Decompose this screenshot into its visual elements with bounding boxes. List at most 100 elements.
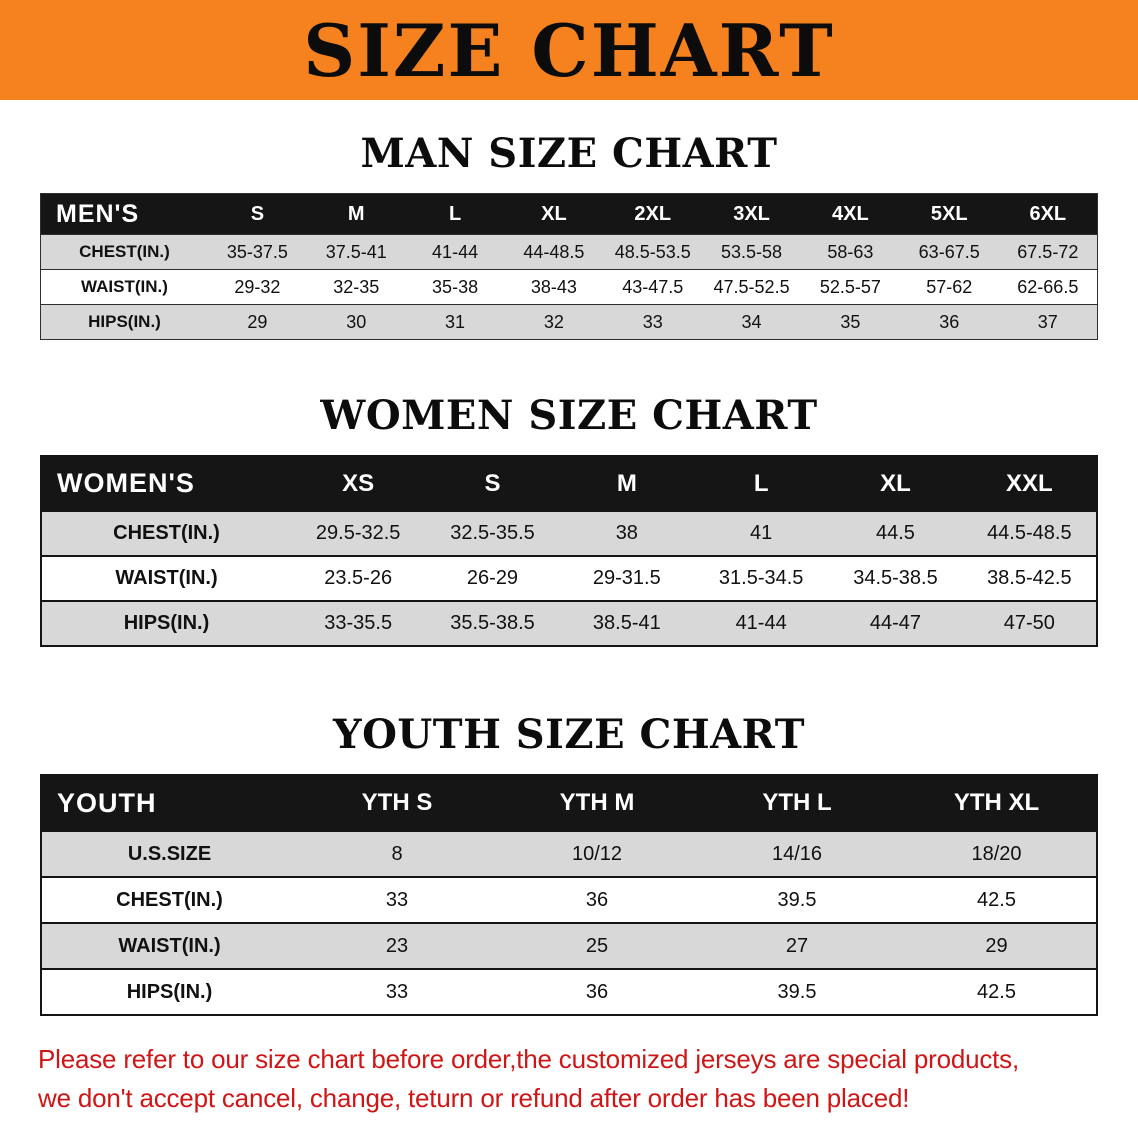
size-column-header: XS xyxy=(342,469,375,497)
cell-value: 32.5-35.5 xyxy=(450,522,535,544)
size-column-header: YTH L xyxy=(762,789,832,816)
disclaimer: Please refer to our size chart before or… xyxy=(38,1040,1138,1118)
cell-value: 39.5 xyxy=(777,980,817,1003)
cell-value: 33 xyxy=(385,888,409,911)
measurement-row: HIPS(IN.) 33 36 39.5 42.5 xyxy=(41,969,1097,1015)
cell-value: 63-67.5 xyxy=(918,241,980,262)
measurement-row: WAIST(IN.) 23.5-26 26-29 29-31.5 31.5-34.5 34… xyxy=(41,556,1097,601)
cell-value: 37.5-41 xyxy=(325,241,387,262)
cell-value: 35-37.5 xyxy=(226,241,288,262)
table-title: MEN'S xyxy=(56,199,140,228)
cell-value: 27 xyxy=(785,934,809,957)
cell-value: 33-35.5 xyxy=(324,612,393,634)
measurement-row: U.S.SIZE 8 10/12 14/16 18/20 xyxy=(41,831,1097,877)
size-column-header: 4XL xyxy=(832,202,869,225)
row-label: CHEST(IN.) xyxy=(79,242,170,261)
row-label: WAIST(IN.) xyxy=(118,934,221,957)
cell-value: 48.5-53.5 xyxy=(614,241,691,262)
cell-value: 30 xyxy=(346,311,367,332)
cell-value: 29 xyxy=(247,311,268,332)
size-chart-banner: SIZE CHART xyxy=(0,0,1138,100)
measurement-row: WAIST(IN.) 29-32 32-35 35-38 38-43 43-47.5 47.… xyxy=(40,269,1098,305)
cell-value: 41-44 xyxy=(735,612,787,634)
cell-value: 29-31.5 xyxy=(592,567,661,589)
measurement-row: CHEST(IN.) 29.5-32.5 32.5-35.5 38 41 44.5 44.5… xyxy=(41,511,1097,556)
disclaimer-line-1: Please refer to our size chart before or… xyxy=(38,1044,1020,1074)
cell-value: 25 xyxy=(585,934,609,957)
size-column-header: S xyxy=(484,469,501,497)
men-size-table: MEN'S S M L XL 2XL 3XL 4XL 5XL 6XL CHEST(IN.) 35-37… xyxy=(40,193,1098,340)
cell-value: 35-38 xyxy=(432,276,479,297)
women-size-table: WOMEN'S XS S M L XL XXL CHEST(IN.) 29.5-32.5 32.5… xyxy=(40,455,1098,647)
cell-value: 38.5-41 xyxy=(592,612,661,634)
row-label: HIPS(IN.) xyxy=(123,612,210,634)
women-size-chart-heading: WOMEN SIZE CHART xyxy=(320,392,818,439)
size-column-header: YTH S xyxy=(361,789,433,816)
size-column-header: 5XL xyxy=(930,202,968,225)
cell-value: 53.5-58 xyxy=(721,241,783,262)
youth-size-table: YOUTH YTH S YTH M YTH L YTH XL U.S.SIZE 8 10/12… xyxy=(40,774,1098,1016)
cell-value: 32 xyxy=(543,311,564,332)
cell-value: 38.5-42.5 xyxy=(987,567,1072,589)
measurement-row: WAIST(IN.) 23 25 27 29 xyxy=(41,923,1097,969)
size-chart-title: SIZE CHART xyxy=(303,7,835,93)
measurement-row: CHEST(IN.) 33 36 39.5 42.5 xyxy=(41,877,1097,923)
cell-value: 58-63 xyxy=(827,241,874,262)
cell-value: 35.5-38.5 xyxy=(450,612,535,634)
row-label: WAIST(IN.) xyxy=(81,277,168,296)
size-column-header: S xyxy=(250,202,265,225)
cell-value: 29-32 xyxy=(234,276,281,297)
cell-value: 32-35 xyxy=(333,276,380,297)
cell-value: 39.5 xyxy=(777,888,817,911)
row-label: CHEST(IN.) xyxy=(116,888,223,911)
cell-value: 44.5-48.5 xyxy=(987,522,1072,544)
row-label: U.S.SIZE xyxy=(127,842,212,865)
size-column-header: YTH M xyxy=(559,789,635,816)
cell-value: 34 xyxy=(741,311,762,332)
cell-value: 23 xyxy=(385,934,409,957)
cell-value: 41 xyxy=(750,522,773,544)
cell-value: 47.5-52.5 xyxy=(713,276,790,297)
table-title: YOUTH xyxy=(57,787,157,818)
cell-value: 35 xyxy=(840,311,861,332)
header-row: MEN'S S M L XL 2XL 3XL 4XL 5XL 6XL xyxy=(40,193,1098,235)
cell-value: 10/12 xyxy=(571,842,623,865)
header-row: WOMEN'S XS S M L XL XXL xyxy=(41,456,1097,511)
measurement-row: HIPS(IN.) 33-35.5 35.5-38.5 38.5-41 41-44 44-… xyxy=(41,601,1097,646)
man-size-chart-heading: MAN SIZE CHART xyxy=(360,130,778,177)
cell-value: 18/20 xyxy=(971,842,1022,865)
cell-value: 67.5-72 xyxy=(1017,241,1079,262)
row-label: CHEST(IN.) xyxy=(113,522,220,544)
size-column-header: 2XL xyxy=(634,202,672,225)
size-column-header: XL xyxy=(541,202,567,225)
cell-value: 42.5 xyxy=(977,980,1016,1003)
row-label: HIPS(IN.) xyxy=(88,312,161,331)
cell-value: 33 xyxy=(385,980,409,1003)
size-column-header: XL xyxy=(880,469,911,497)
cell-value: 37 xyxy=(1037,311,1058,332)
size-column-header: 6XL xyxy=(1029,202,1067,225)
cell-value: 33 xyxy=(642,311,663,332)
cell-value: 36 xyxy=(939,311,960,332)
cell-value: 31.5-34.5 xyxy=(718,567,804,589)
cell-value: 36 xyxy=(585,980,609,1003)
cell-value: 36 xyxy=(585,888,609,911)
measurement-row: CHEST(IN.) 35-37.5 37.5-41 41-44 44-48.5 48.5… xyxy=(40,234,1098,270)
header-row: YOUTH YTH S YTH M YTH L YTH XL xyxy=(41,775,1097,831)
size-column-header: L xyxy=(753,469,769,497)
cell-value: 8 xyxy=(391,842,403,865)
size-column-header: XXL xyxy=(1005,469,1053,497)
cell-value: 29 xyxy=(985,934,1008,957)
cell-value: 38 xyxy=(615,522,638,544)
measurement-row: HIPS(IN.) 29 30 31 32 33 34 35 36 37 xyxy=(40,304,1098,340)
cell-value: 42.5 xyxy=(977,888,1016,911)
size-column-header: YTH XL xyxy=(953,789,1040,816)
size-column-header: 3XL xyxy=(733,202,770,225)
cell-value: 31 xyxy=(445,311,466,332)
row-label: WAIST(IN.) xyxy=(115,567,218,589)
cell-value: 52.5-57 xyxy=(819,276,881,297)
disclaimer-line-2: we don't accept cancel, change, teturn o… xyxy=(38,1083,910,1113)
table-title: WOMEN'S xyxy=(57,468,195,498)
cell-value: 43-47.5 xyxy=(622,276,684,297)
cell-value: 38-43 xyxy=(530,276,577,297)
